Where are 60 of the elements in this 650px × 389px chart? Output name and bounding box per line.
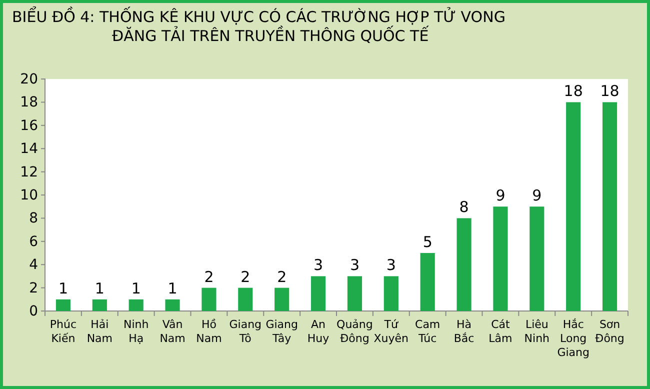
- y-tick-label: 0: [29, 303, 38, 320]
- y-tick-label: 20: [20, 71, 38, 88]
- x-tick-label: Hắc Long Giang: [557, 318, 590, 359]
- x-tick-label: Cát Lâm: [488, 318, 512, 345]
- x-tick-label: Hồ Nam: [196, 318, 222, 345]
- bar: [602, 102, 618, 311]
- x-tick-label: Giang Tô: [229, 318, 262, 345]
- x-tick-label: Hải Nam: [86, 318, 112, 345]
- bar: [274, 288, 290, 311]
- bar: [128, 299, 144, 311]
- bar: [420, 253, 435, 311]
- data-label: 3: [386, 256, 396, 274]
- x-tick-label: Phúc Kiến: [50, 318, 77, 345]
- y-tick-label: 10: [20, 187, 38, 204]
- y-tick-label: 8: [29, 210, 38, 227]
- data-label: 1: [131, 279, 141, 298]
- y-tick-label: 14: [20, 141, 38, 158]
- bar: [566, 102, 581, 311]
- bar: [202, 288, 216, 311]
- data-label: 9: [532, 186, 542, 205]
- y-tick-label: 6: [29, 234, 38, 250]
- bar: [165, 299, 180, 311]
- y-tick-label: 16: [20, 118, 38, 134]
- x-tick-label: Vân Nam: [160, 318, 186, 345]
- y-tick-label: 18: [20, 94, 38, 111]
- bar: [347, 276, 362, 311]
- bar: [530, 206, 544, 311]
- data-label: 3: [350, 256, 360, 274]
- data-label: 5: [422, 233, 432, 251]
- x-tick-label: Sơn Đông: [595, 318, 624, 345]
- x-tick-label: Cam Túc: [415, 318, 440, 345]
- data-label: 8: [459, 198, 469, 216]
- data-label: 2: [277, 268, 287, 286]
- data-label: 1: [94, 279, 104, 298]
- bar: [92, 299, 107, 311]
- data-label: 1: [58, 279, 68, 298]
- data-label: 9: [496, 186, 506, 205]
- data-label: 18: [600, 82, 620, 100]
- chart-title: BIỂU ĐỒ 4: THỐNG KÊ KHU VỰC CÓ CÁC TRƯỜNG HỢP TỬ VONG ĐĂNG TẢI TRÊN TRUYỀN THÔNG QUỐC TẾ: [12, 6, 506, 45]
- bar: [384, 276, 398, 311]
- y-tick-label: 4: [29, 257, 38, 274]
- x-tick-label: Tứ Xuyên: [374, 318, 409, 345]
- bar: [56, 299, 71, 311]
- data-label: 2: [240, 268, 250, 286]
- data-label: 18: [564, 82, 583, 100]
- bar: [310, 276, 326, 311]
- x-tick-label: An Huy: [307, 318, 330, 345]
- data-label: 1: [168, 279, 178, 298]
- y-tick-label: 2: [29, 280, 38, 296]
- bar: [456, 218, 472, 311]
- bar: [238, 288, 253, 311]
- bar: [493, 206, 508, 311]
- x-tick-label: Giang Tây: [266, 318, 298, 345]
- x-tick-label: Hà Bắc: [454, 318, 474, 345]
- x-tick-label: Ninh Hạ: [123, 318, 149, 345]
- x-tick-label: Liêu Ninh: [524, 318, 550, 345]
- data-label: 2: [204, 268, 214, 286]
- data-label: 3: [314, 256, 324, 274]
- y-tick-label: 12: [20, 164, 38, 180]
- x-tick-label: Quảng Đông: [336, 318, 373, 345]
